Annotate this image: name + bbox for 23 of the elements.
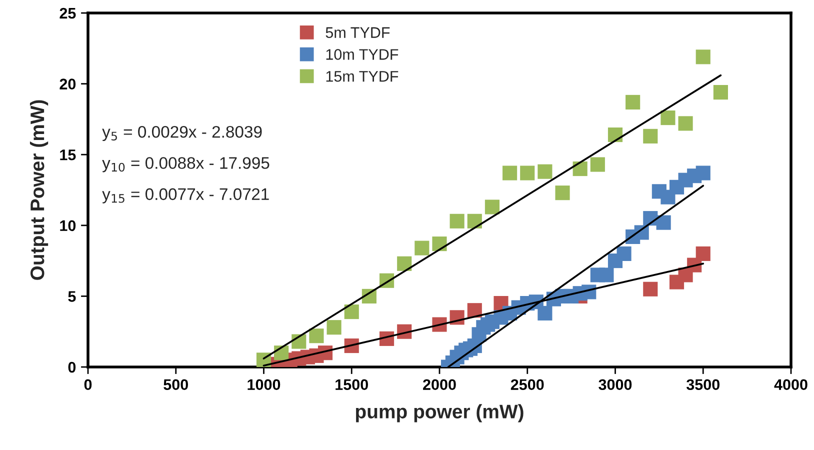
y-tick-label: 0 — [68, 362, 76, 373]
x-tick-label: 1000 — [248, 379, 280, 390]
x-tick-label: 2000 — [423, 379, 456, 390]
y-axis-title: Output Power (mW) — [30, 100, 48, 280]
x-tick-label: 0 — [84, 379, 92, 390]
legend-label: 15m TYDF — [326, 71, 398, 82]
legend-label: 10m TYDF — [326, 49, 398, 60]
y-tick-label: 5 — [68, 291, 76, 302]
annotation: y$_{15}$ = 0.0077x - 7.0721 — [102, 188, 269, 204]
x-tick-label: 1500 — [336, 379, 368, 390]
x-tick-label: 2500 — [510, 379, 544, 390]
legend-label: 5m TYDF — [326, 27, 390, 38]
y-tick-label: 10 — [60, 220, 76, 232]
annotation: y$_{10}$ = 0.0088x - 17.995 — [102, 157, 270, 172]
x-tick-label: 3000 — [598, 379, 632, 390]
y-tick-label: 15 — [60, 150, 76, 160]
x-tick-label: 3500 — [686, 379, 720, 390]
y-tick-label: 20 — [60, 78, 76, 90]
x-tick-label: 500 — [164, 379, 188, 390]
annotation: y$_{5}$ = 0.0029x - 2.8039 — [102, 126, 262, 142]
y-tick-label: 25 — [60, 8, 76, 19]
x-tick-label: 4000 — [774, 379, 808, 390]
x-axis-title: pump power (mW) — [356, 404, 524, 422]
